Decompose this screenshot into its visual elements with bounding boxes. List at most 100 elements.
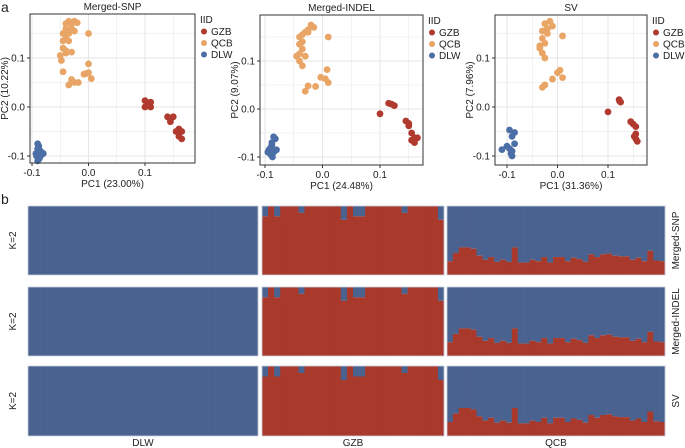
bar-segment-k1 [576, 206, 583, 260]
point-qcb [304, 82, 312, 90]
bar-segment-k2 [413, 366, 421, 436]
bar-segment-k1 [221, 366, 229, 436]
bar-segment-k1 [70, 287, 77, 356]
bar-segment-k1 [594, 206, 601, 258]
bar-segment-k2 [517, 262, 524, 275]
bar-segment-k1 [617, 287, 625, 338]
bar-segment-k2 [377, 206, 384, 275]
bar-segment-k1 [298, 366, 305, 373]
bar-segment-k2 [377, 366, 384, 436]
bar-segment-k1 [558, 287, 566, 339]
bar-segment-k2 [558, 417, 566, 436]
bar-segment-k1 [76, 206, 83, 275]
bar-segment-k1 [359, 287, 366, 298]
bar-segment-k1 [653, 366, 660, 422]
point-qcb [57, 57, 65, 64]
bar-segment-k2 [268, 287, 275, 356]
plot-border [494, 14, 648, 166]
legend-label: DLW [211, 50, 233, 61]
legend-title: IID [200, 15, 213, 26]
bar-segment-k1 [197, 366, 204, 436]
legend-label: GZB [211, 27, 232, 38]
bar-segment-k1 [600, 206, 607, 255]
bar-segment-k1 [458, 287, 465, 329]
chart-title: Merged-SNP [84, 2, 142, 13]
bar-segment-k1 [118, 206, 126, 275]
bar-segment-k2 [304, 287, 311, 356]
bar-segment-k2 [359, 216, 366, 275]
bar-segment-k1 [553, 206, 560, 258]
bar-segment-k2 [629, 420, 636, 436]
bar-segment-k2 [437, 380, 445, 436]
bar-segment-k2 [395, 206, 402, 275]
point-dlw [268, 141, 276, 149]
y-tick-label: 0.0 [11, 103, 25, 114]
bar-segment-k1 [112, 287, 120, 356]
bar-segment-k1 [124, 287, 132, 356]
bar-segment-k1 [547, 366, 554, 424]
bar-segment-k2 [334, 287, 342, 356]
bar-segment-k1 [76, 366, 83, 436]
x-tick-label: 0.1 [601, 170, 615, 181]
point-qcb [559, 74, 566, 81]
bar-segment-k2 [353, 376, 360, 436]
bar-segment-k1 [505, 206, 513, 262]
bar-segment-k2 [576, 259, 583, 275]
bar-segment-k2 [623, 256, 630, 275]
bar-segment-k1 [558, 366, 566, 418]
point-gzb [167, 118, 174, 126]
bar-segment-k1 [476, 206, 483, 256]
point-qcb [541, 39, 549, 47]
x-tick-label: -0.1 [256, 170, 274, 181]
point-dlw [506, 126, 513, 134]
bar-segment-k1 [262, 366, 269, 377]
bar-segment-k1 [167, 287, 174, 356]
bar-segment-k2 [523, 423, 530, 436]
point-gzb [147, 103, 155, 111]
bar-segment-k2 [482, 420, 489, 436]
bar-segment-k2 [401, 373, 408, 436]
group-label-dlw: DLW [132, 438, 154, 448]
bar-segment-k2 [425, 206, 433, 275]
bar-segment-k1 [517, 206, 524, 263]
x-axis-label: PC1 (24.48%) [310, 181, 373, 192]
bar-segment-k2 [659, 422, 666, 436]
bar-segment-k1 [155, 206, 162, 275]
bar-segment-k1 [155, 366, 162, 436]
bar-segment-k2 [340, 300, 348, 356]
bar-segment-k2 [334, 366, 342, 436]
bar-segment-k2 [541, 257, 548, 275]
point-qcb [59, 37, 67, 45]
bar-segment-k2 [588, 415, 595, 436]
bar-segment-k2 [458, 328, 465, 356]
bar-segment-k1 [582, 287, 589, 343]
bar-segment-k2 [371, 366, 378, 436]
bar-segment-k2 [482, 259, 489, 275]
legend-label: GZB [439, 28, 460, 39]
bar-segment-k1 [470, 366, 477, 410]
point-qcb [80, 70, 88, 78]
bar-segment-k2 [611, 336, 619, 356]
point-dlw [34, 145, 42, 153]
bar-segment-k2 [582, 342, 589, 356]
bar-segment-k2 [476, 416, 483, 436]
bar-segment-k1 [239, 366, 247, 436]
bar-segment-k1 [570, 206, 577, 258]
bar-segment-k1 [136, 287, 144, 356]
bar-segment-k1 [124, 206, 132, 275]
bar-segment-k1 [511, 366, 519, 408]
bar-segment-k1 [447, 287, 454, 343]
bar-segment-k1 [82, 287, 89, 356]
bar-segment-k1 [653, 287, 660, 342]
bar-segment-k2 [488, 338, 495, 356]
bar-segment-k2 [659, 261, 666, 275]
bar-segment-k1 [274, 206, 281, 217]
bar-segment-k1 [106, 287, 114, 356]
bar-segment-k1 [500, 206, 507, 260]
bar-segment-k1 [179, 366, 186, 436]
bar-segment-k1 [191, 206, 198, 275]
bar-segment-k2 [653, 421, 660, 436]
point-qcb [73, 19, 81, 27]
bar-segment-k2 [564, 342, 572, 356]
